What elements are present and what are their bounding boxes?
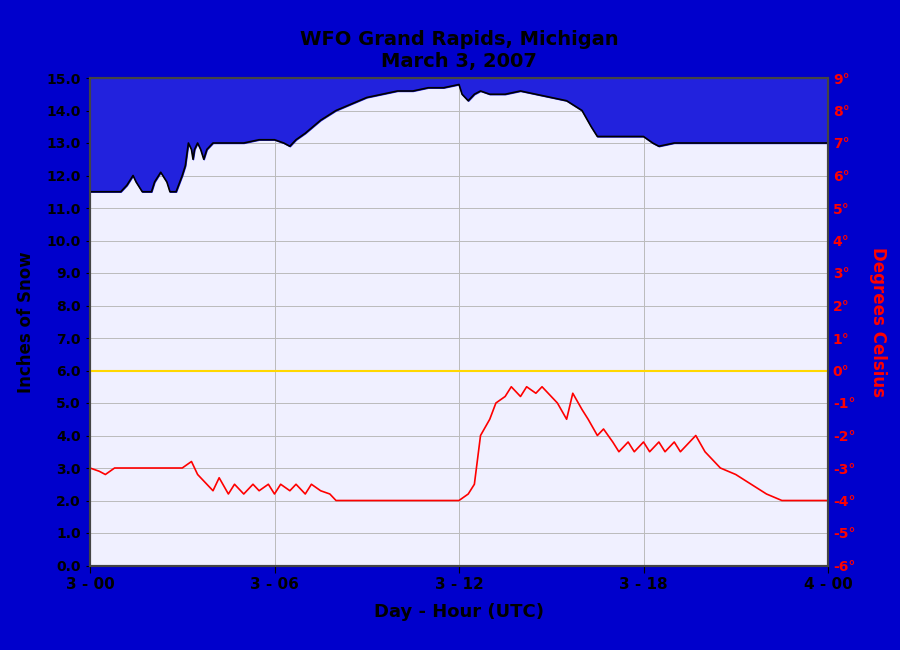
Title: WFO Grand Rapids, Michigan
March 3, 2007: WFO Grand Rapids, Michigan March 3, 2007	[300, 30, 618, 71]
Y-axis label: Inches of Snow: Inches of Snow	[17, 251, 35, 393]
Y-axis label: Degrees Celsius: Degrees Celsius	[869, 247, 887, 396]
X-axis label: Day - Hour (UTC): Day - Hour (UTC)	[374, 603, 544, 621]
